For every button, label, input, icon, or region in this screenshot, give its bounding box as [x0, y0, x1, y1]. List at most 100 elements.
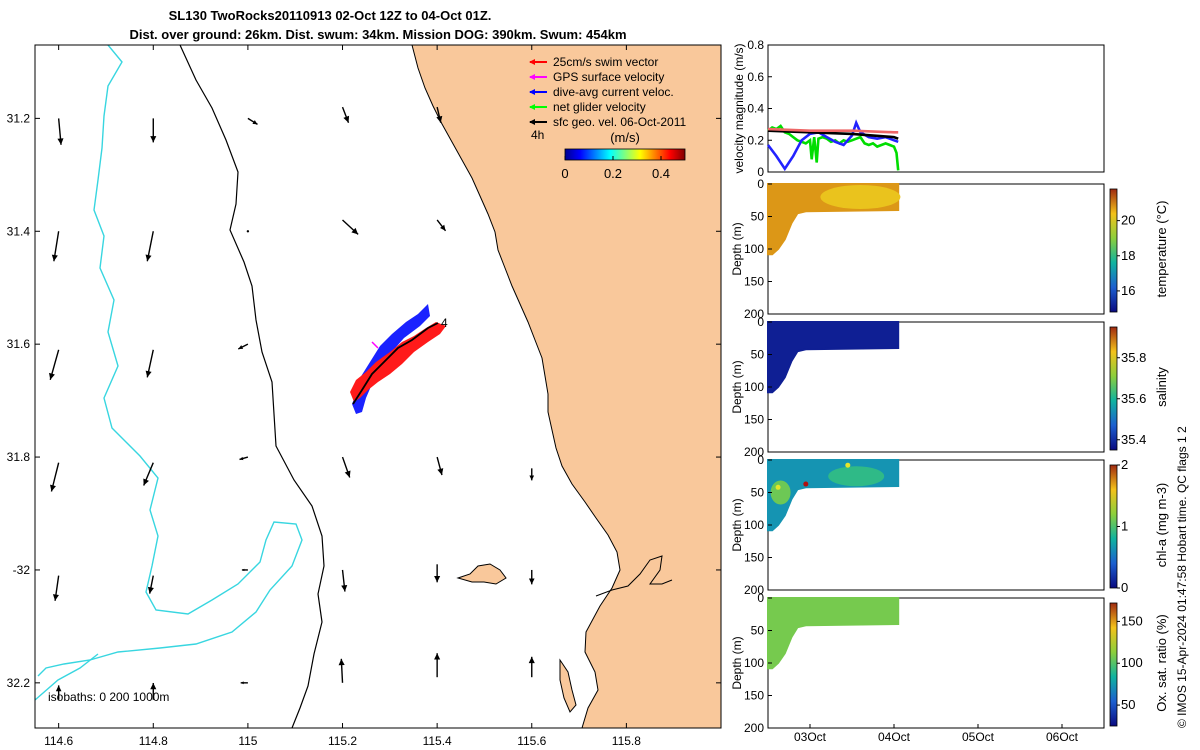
depth-colorbar-tick-label: 20 [1121, 213, 1135, 228]
vector-head [528, 578, 535, 585]
depth-y-tick-label: 150 [744, 689, 764, 703]
title-line-2: Dist. over ground: 26km. Dist. swum: 34k… [129, 27, 626, 42]
time-x-tick-label: 03Oct [794, 730, 827, 744]
depth-y-tick-label: 200 [744, 721, 764, 735]
speed-colorbar-label: (m/s) [610, 130, 640, 145]
sfc-geo-vectors [49, 106, 535, 700]
velocity-series-line [767, 127, 899, 134]
map-y-tick-label: 31.8 [7, 450, 31, 464]
vector-head [145, 370, 152, 378]
map-y-tick-label: 31.4 [7, 224, 31, 238]
velocity-y-tick-label: 0 [757, 165, 764, 179]
chl-patch-highlight [770, 480, 791, 505]
vector-head [528, 656, 535, 664]
gps-velocity-mark [371, 341, 379, 349]
sfc-geo-vector [143, 462, 154, 486]
vector-head [239, 456, 244, 461]
depth-colorbar-tick-label: 150 [1121, 613, 1143, 628]
isobaths-caption: isobaths: 0 200 1000m [48, 690, 169, 704]
isobath-1000m [37, 45, 303, 677]
vector-head [351, 227, 359, 235]
velocity-frame [767, 44, 1105, 173]
velocity-y-axis-label: velocity magnitude (m/s) [732, 43, 746, 173]
velocity-y-tick-label: 0.6 [747, 70, 764, 84]
depth-y-tick-label: 0 [757, 315, 764, 329]
depth-panel: 0 50 100 150 200 Depth (m) 16 18 20 temperature (… [730, 177, 1169, 321]
depth-y-tick-label: 0 [757, 177, 764, 191]
depth-colorbar-label: temperature (°C) [1154, 201, 1169, 298]
sfc-geo-vector [237, 343, 249, 350]
sfc-geo-vector [51, 231, 60, 262]
speed-colorbar-bar [564, 148, 686, 161]
map-y-tick-label: 32.2 [7, 676, 31, 690]
depth-y-tick-label: 50 [751, 348, 765, 362]
vector-head [436, 115, 443, 123]
vector-head [437, 468, 444, 476]
depth-y-tick-label: 0 [757, 453, 764, 467]
depth-colorbar-tick-label: 0 [1121, 580, 1128, 595]
map-x-tick-label: 115.8 [612, 734, 641, 748]
sfc-geo-vector [436, 456, 444, 476]
vector-head [343, 115, 350, 123]
estuary-outline [595, 555, 673, 597]
vector-head [51, 254, 58, 262]
sfc-geo-vector [528, 569, 535, 585]
depth-colorbar-tick-label: 1 [1121, 519, 1128, 534]
sfc-geo-vector [147, 575, 154, 594]
depth-colorbar [1109, 602, 1118, 727]
swim-vector-patch [350, 322, 446, 402]
map-x-tick-label: 115 [238, 734, 257, 748]
chl-dot [803, 481, 809, 487]
depth-colorbar-tick-label: 18 [1121, 248, 1135, 263]
sfc-geo-vector [341, 456, 351, 478]
depth-y-axis-label: Depth (m) [730, 636, 744, 689]
map-ticks: 114.6 114.8 115 115.2 115.4 115.6 115.8 31.2 31.… [7, 45, 721, 748]
depth-y-axis-label: Depth (m) [730, 222, 744, 275]
depth-colorbar [1109, 464, 1118, 589]
depth-y-tick-label: 150 [744, 551, 764, 565]
sfc-geo-vector [434, 564, 441, 583]
vector-head [241, 568, 245, 572]
depth-colorbar-tick-label: 100 [1121, 655, 1143, 670]
depth-y-axis-label: Depth (m) [730, 360, 744, 413]
time-x-tick-label: 05Oct [962, 730, 995, 744]
sfc-geo-vector [528, 656, 535, 678]
vector-head [143, 478, 149, 486]
depth-y-tick-label: 200 [744, 307, 764, 321]
island-garden [559, 658, 577, 713]
depth-y-tick-label: 0 [757, 591, 764, 605]
depth-panel: 0 50 100 150 200 Depth (m) 35.4 35.6 35.8 salinit… [730, 315, 1169, 459]
depth-y-tick-label: 100 [744, 242, 764, 256]
sfc-geo-vector [341, 569, 348, 592]
depth-colorbar-tick-label: 35.4 [1121, 432, 1146, 447]
depth-data-patch [767, 597, 900, 670]
vector-head [49, 372, 55, 380]
track-start-label: 4h [531, 128, 544, 142]
isobath-1000m-lower [35, 653, 99, 701]
depth-colorbar-label: Ox. sat. ratio (%) [1154, 614, 1169, 712]
depth-colorbar-label: chl-a (mg m-3) [1154, 483, 1169, 568]
legend-entry: net glider velocity [529, 100, 646, 114]
depth-colorbar-tick-label: 35.8 [1121, 350, 1146, 365]
vector-head [150, 682, 157, 690]
island-rottnest [456, 563, 507, 585]
legend-swatch-head [529, 59, 535, 65]
sfc-geo-vector [145, 349, 154, 378]
time-x-tick-label: 06Oct [1046, 730, 1079, 744]
depth-y-tick-label: 50 [751, 486, 765, 500]
sfc-geo-vector [57, 118, 64, 145]
vector-head [440, 224, 446, 231]
vector-head [57, 138, 64, 145]
chl-dot [775, 484, 781, 490]
time-x-tick-label: 04Oct [878, 730, 911, 744]
depth-colorbar-label: salinity [1154, 367, 1169, 407]
depth-y-tick-label: 100 [744, 656, 764, 670]
depth-y-tick-label: 150 [744, 275, 764, 289]
sfc-geo-vector [341, 106, 350, 123]
velocity-y-tick-label: 0.8 [747, 38, 764, 52]
vector-head [434, 653, 441, 660]
depth-y-tick-label: 100 [744, 518, 764, 532]
map-y-tick-label: -32 [13, 563, 31, 577]
